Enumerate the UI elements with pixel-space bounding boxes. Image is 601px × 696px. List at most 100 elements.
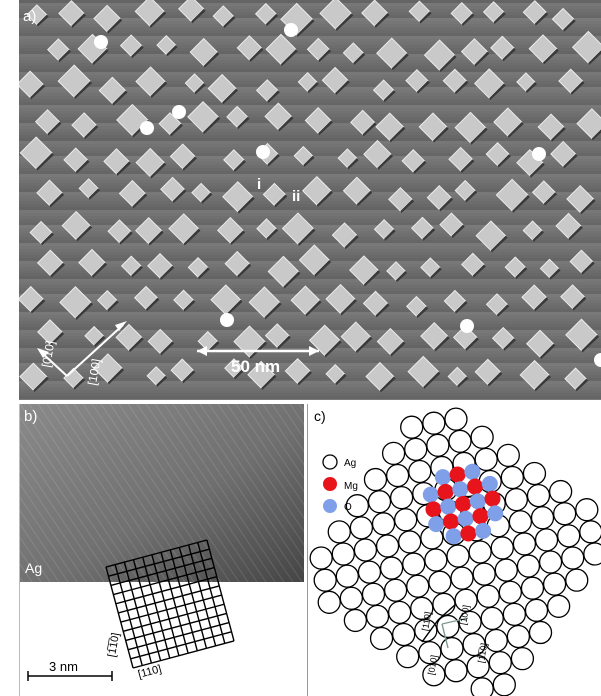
scan-line (19, 336, 601, 339)
stm-image-panel-b: b) Ag 3 nm [110] [1̅1̅0] (19, 404, 304, 696)
island-shadow (568, 225, 583, 241)
ag-atom (542, 572, 567, 596)
grid-line (160, 552, 189, 654)
scan-line (19, 312, 601, 315)
ag-atom (458, 610, 482, 635)
ag-atom (410, 596, 434, 620)
island-shadow (551, 126, 566, 142)
scan-line (19, 150, 601, 153)
island-shadow (170, 123, 183, 137)
ag-atom (524, 598, 549, 622)
ag-atom (466, 655, 490, 679)
ag-atom (488, 651, 512, 675)
island-shadow (237, 263, 252, 278)
island-shadow (261, 374, 277, 391)
ag-atom (408, 459, 432, 484)
island-shadow (374, 13, 390, 28)
ag-atom (526, 483, 551, 508)
scan-line (19, 357, 601, 360)
island-shadow (47, 121, 62, 136)
scan-line (19, 126, 601, 129)
island-shadow (335, 13, 354, 32)
mg-atom (437, 483, 454, 500)
island-shadow (413, 160, 427, 175)
island-shadow (107, 300, 119, 312)
grid-line (187, 544, 217, 647)
island-shadow (474, 51, 490, 67)
ag-atom (422, 411, 446, 435)
ag-atom (432, 592, 456, 616)
scan-line (19, 390, 601, 393)
scan-line (19, 105, 601, 108)
grid-line (123, 561, 153, 664)
ag-atom (450, 566, 474, 590)
island-shadow (305, 300, 322, 317)
ag-atom (389, 485, 414, 510)
scan-line (19, 222, 601, 225)
ag-atom (349, 516, 374, 540)
o-atom (469, 493, 486, 510)
island-shadow (543, 192, 558, 206)
island-shadow (470, 127, 488, 145)
scan-line (19, 315, 601, 318)
scan-line (19, 66, 601, 69)
stm-islands-image (19, 0, 601, 400)
ag-atom (381, 441, 406, 466)
atomic-model-diagram (309, 407, 601, 696)
bright-particle (140, 121, 154, 135)
island-shadow (502, 47, 516, 62)
grid-line (169, 549, 198, 651)
ag-atom (424, 548, 448, 572)
island-shadow (74, 81, 93, 100)
atomic-row (82, 404, 204, 583)
island-shadow (194, 83, 206, 95)
island-shadow (107, 368, 125, 385)
island-shadow (41, 232, 54, 246)
island (495, 178, 529, 212)
o-atom (457, 510, 474, 527)
island-shadow (534, 374, 552, 392)
scan-line (19, 324, 601, 327)
island-shadow (267, 154, 280, 167)
island-shadow (461, 13, 475, 26)
scan-line (19, 72, 601, 75)
scan-line (19, 360, 601, 363)
atomic-row (20, 429, 123, 583)
island-shadow (283, 271, 301, 289)
scan-line (19, 288, 601, 291)
scan-line (19, 60, 601, 63)
scan-line (19, 165, 601, 168)
island-shadow (307, 82, 319, 94)
overlay-grid (105, 539, 235, 669)
scan-line (19, 30, 601, 33)
o-atom (464, 463, 481, 480)
island-shadow (182, 370, 196, 384)
island-shadow (183, 228, 201, 246)
scan-line (19, 144, 601, 147)
ag-atom (402, 552, 426, 576)
scan-line (19, 378, 601, 381)
ag-atom (371, 512, 396, 536)
ag-atom (422, 663, 446, 687)
island-shadow (92, 48, 109, 66)
scale-bar-arrow-right (309, 346, 319, 356)
atomic-model-panel-c: c) Ag Mg O [110] [100] [010] [1̅1̅0] (307, 404, 601, 696)
scan-line (19, 24, 601, 27)
island-shadow (507, 121, 524, 138)
island-shadow (377, 154, 394, 170)
island-shadow (84, 125, 99, 140)
island-shadow (49, 192, 65, 208)
model-dir-arrow-grey (441, 617, 469, 625)
island-shadow (303, 155, 315, 167)
atomic-row (20, 496, 78, 583)
atomic-row (55, 404, 177, 583)
ag-atom (367, 490, 392, 514)
atomic-row (136, 404, 258, 583)
ag-atom (446, 544, 470, 568)
ag-atom (548, 479, 573, 504)
bright-particle (460, 319, 474, 333)
scan-line (19, 240, 601, 243)
stm-image-panel-a: a) i ii 50 nm [010] [100] (19, 0, 601, 400)
bright-particle (256, 145, 270, 159)
island-shadow (580, 199, 596, 215)
